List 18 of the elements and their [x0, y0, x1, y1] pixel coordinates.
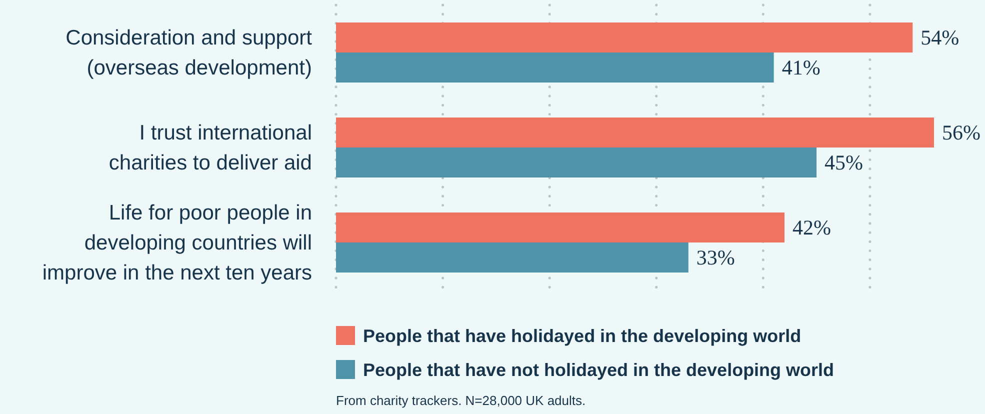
- y-tick-label: Life for poor people in developing countries will improve in the next ten years: [42, 202, 312, 284]
- data-label: 56%: [942, 120, 980, 144]
- bar: [336, 22, 913, 52]
- legend-label: People that have not holidayed in the developing world: [363, 360, 834, 380]
- legend-label: People that have holidayed in the developing world: [363, 326, 802, 346]
- y-tick-label: Consideration and support (overseas development): [66, 26, 312, 80]
- data-label: 45%: [824, 150, 864, 174]
- bar: [336, 148, 817, 178]
- data-label: 42%: [792, 216, 831, 240]
- bar: [336, 242, 688, 272]
- y-tick-label: I trust international charities to deliver aid: [108, 122, 312, 174]
- bar: [336, 118, 934, 148]
- bar: [336, 52, 774, 82]
- data-label: 33%: [696, 246, 735, 270]
- text: From charity trackers. N=28,000 UK adults.: [336, 393, 586, 408]
- bar: [336, 212, 784, 242]
- data-label: 54%: [920, 26, 960, 50]
- data-label: 41%: [782, 56, 820, 80]
